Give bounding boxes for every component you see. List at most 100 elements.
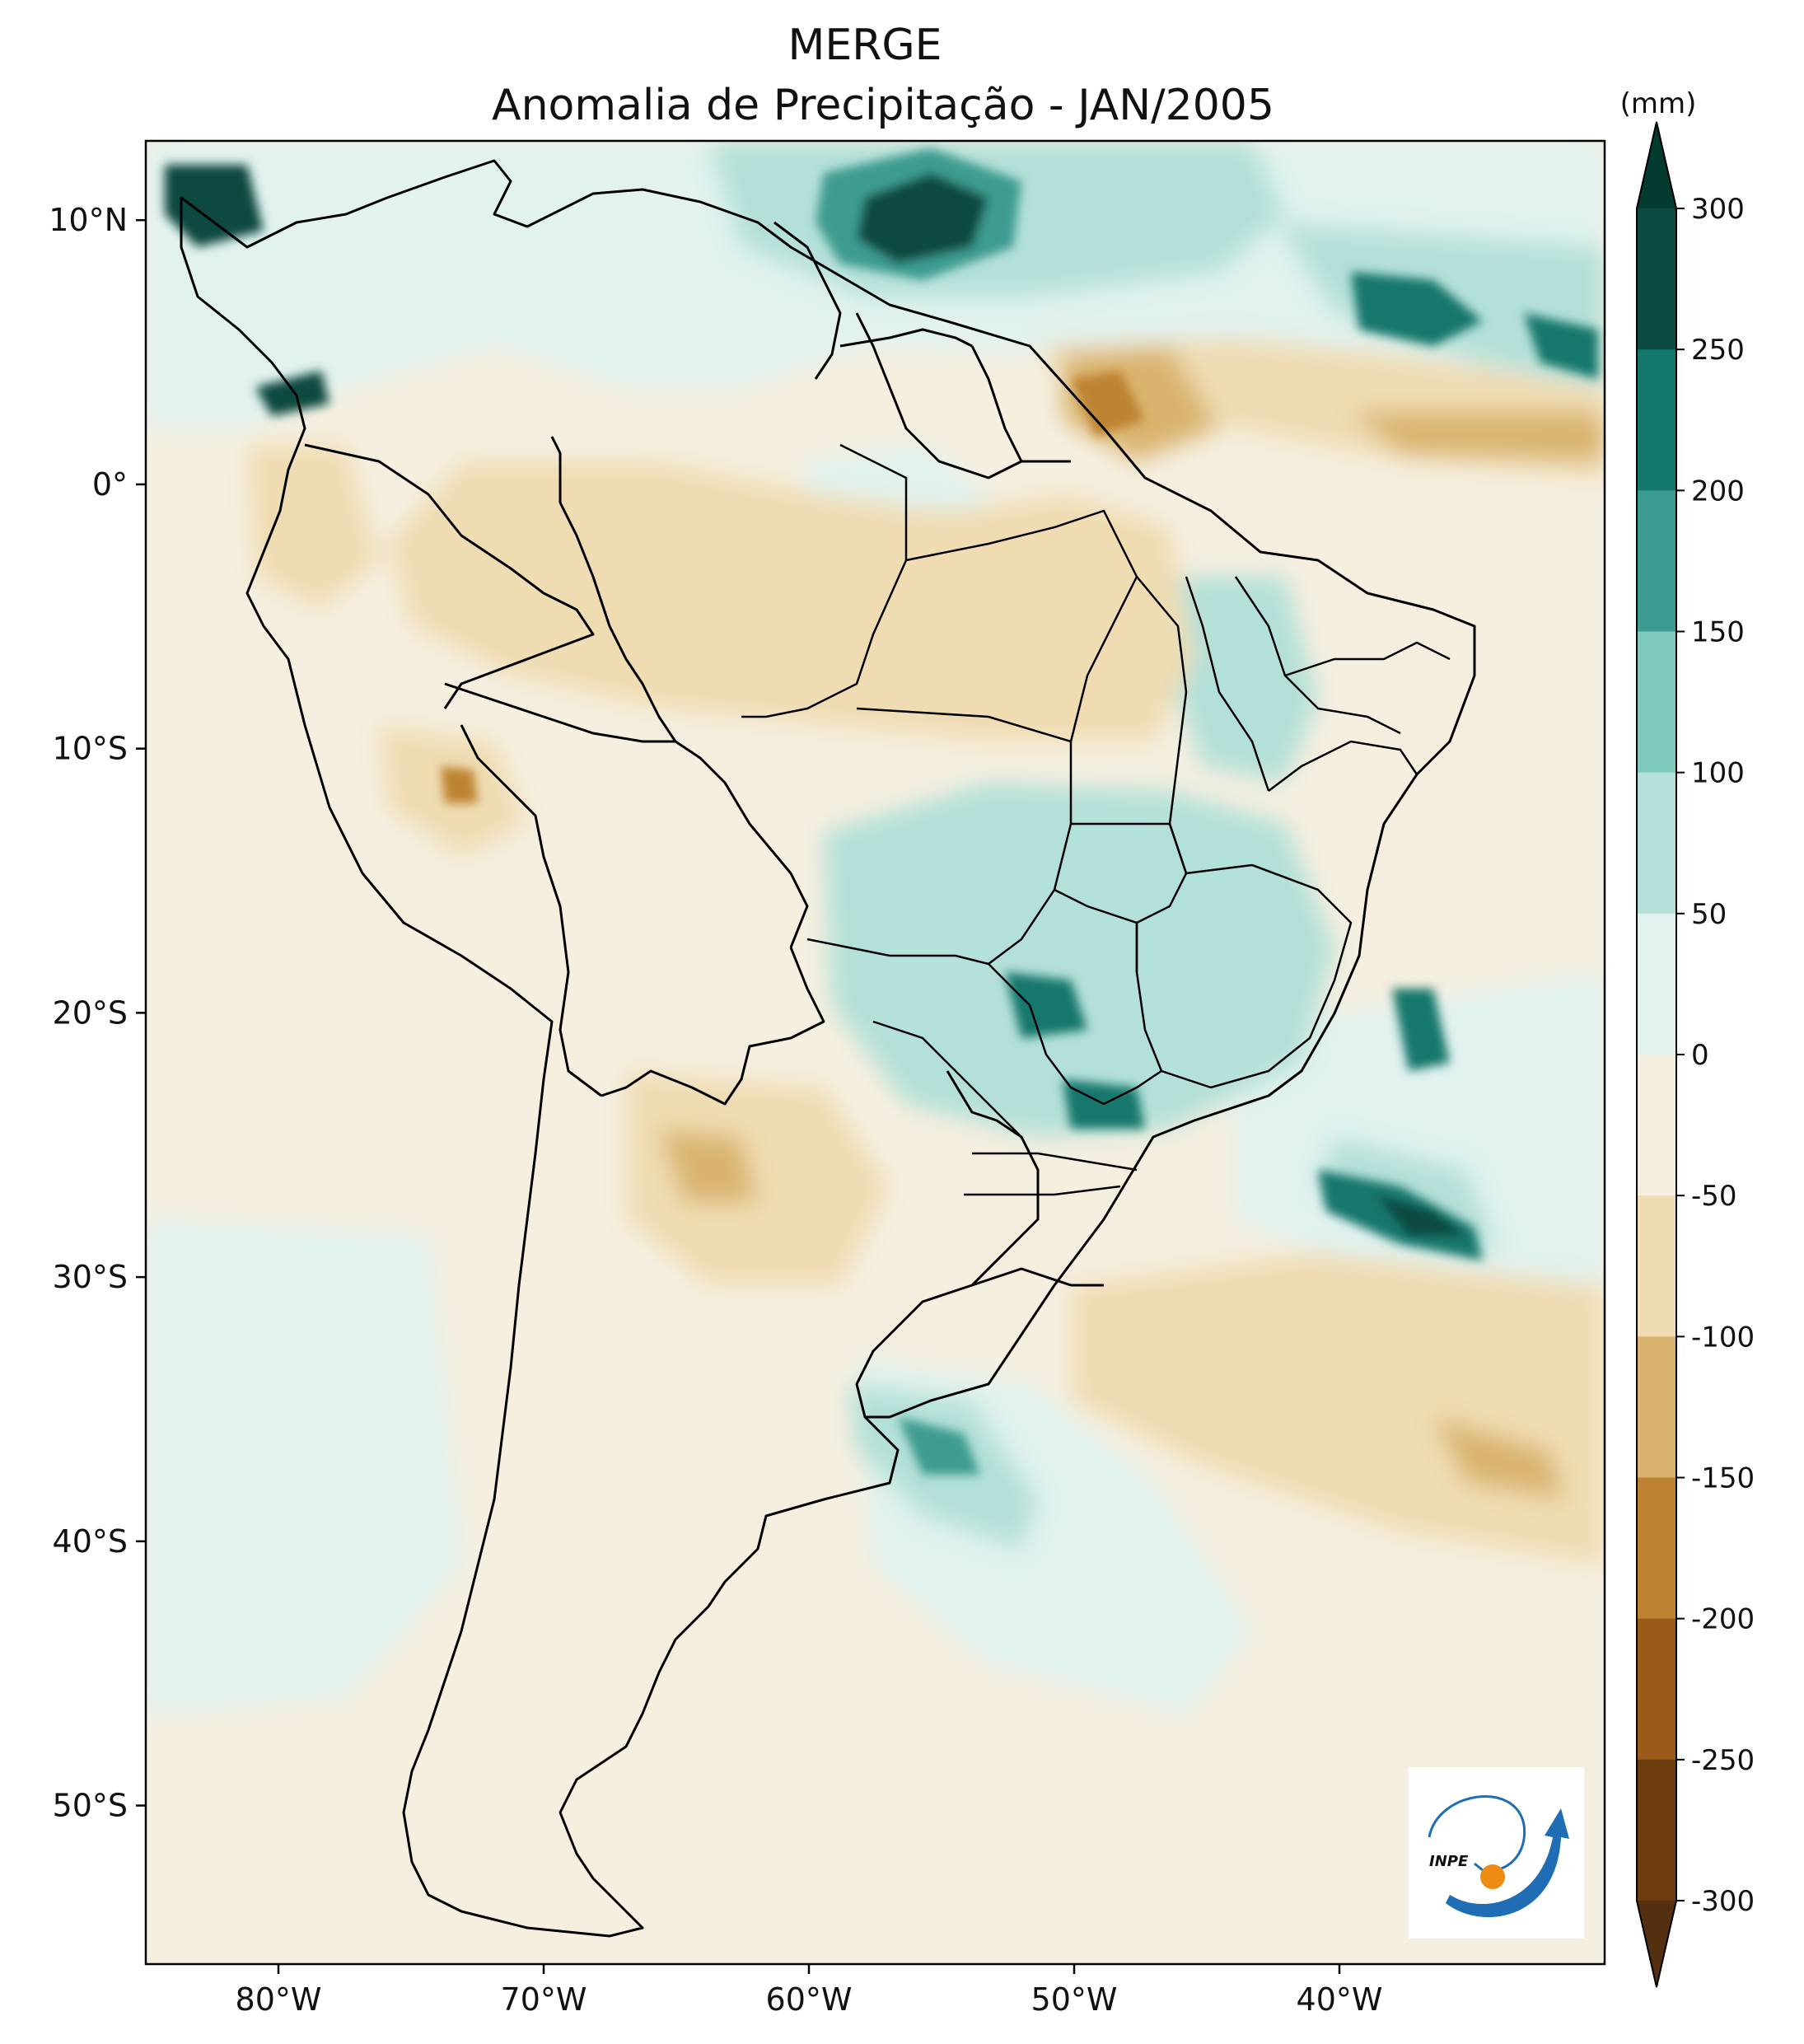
anomaly-extremes	[165, 148, 1598, 1475]
colorbar-tick-label: -50	[1691, 1180, 1737, 1213]
colorbar-segment	[1637, 631, 1676, 774]
border	[972, 1152, 1138, 1172]
anomaly-region	[1376, 1195, 1466, 1236]
colorbar-segment	[1637, 490, 1676, 632]
border	[855, 1267, 1104, 1418]
border	[855, 312, 1071, 479]
border	[1054, 822, 1188, 924]
anomaly-region	[387, 461, 1194, 741]
anomaly-region	[1351, 412, 1605, 461]
latitude-axis: 10°N 0° 10°S 20°S 30°S 40°S 50°S	[49, 202, 146, 1824]
colorbar-tick-label: 0	[1691, 1039, 1709, 1072]
state-borders	[741, 443, 1451, 1196]
border	[741, 443, 908, 718]
figure-title: MERGE	[787, 21, 942, 70]
colorbar-extend-max	[1637, 122, 1676, 208]
colorbar-tick-label: 250	[1691, 334, 1745, 367]
anomaly-region	[626, 1071, 890, 1285]
figure-subtitle: Anomalia de Precipitação - JAN/2005	[492, 81, 1274, 130]
border	[550, 436, 677, 742]
anomaly-region	[247, 445, 379, 610]
colorbar-segment	[1637, 1336, 1676, 1478]
border	[1268, 740, 1418, 792]
colorbar-tick-label: -250	[1691, 1744, 1755, 1777]
lon-tick-label: 60°W	[766, 1981, 853, 2018]
map-panel	[146, 141, 1605, 1964]
logo-sun-icon	[1480, 1864, 1505, 1889]
anomaly-region	[146, 1219, 461, 1714]
lat-tick-label: 40°S	[53, 1523, 128, 1560]
border	[1069, 576, 1138, 742]
colorbar-segment	[1637, 1195, 1676, 1337]
colorbar-extend-min	[1637, 1901, 1676, 1987]
anomaly-region	[1392, 989, 1450, 1071]
border	[444, 682, 675, 743]
colorbar-tick-label: -200	[1691, 1603, 1755, 1636]
border	[1234, 576, 1401, 735]
anomaly-region	[1433, 1417, 1565, 1499]
lat-tick-label: 20°S	[53, 994, 128, 1031]
colorbar-segment	[1637, 772, 1676, 914]
anomaly-region	[1071, 371, 1145, 437]
border	[1135, 863, 1353, 1089]
colorbar: 300 250 200 150 100 50 0 -50 -100 -150 -200 -250 -30…	[1636, 121, 1755, 1988]
lat-tick-label: 0°	[92, 466, 128, 503]
border	[304, 443, 595, 709]
colorbar-segment	[1637, 1477, 1676, 1620]
lat-tick-label: 50°S	[53, 1788, 128, 1824]
colorbar-tick-label: 200	[1691, 475, 1745, 507]
border	[839, 328, 973, 348]
coastlines	[180, 159, 1476, 1938]
anomaly-region	[659, 1129, 758, 1203]
anomaly-region	[1005, 972, 1087, 1038]
colorbar-tick-label: 50	[1691, 898, 1727, 931]
anomaly-region	[165, 165, 264, 247]
border	[970, 345, 1023, 462]
border	[905, 509, 1138, 578]
anomaly-region	[1170, 577, 1318, 783]
anomaly-region	[1524, 313, 1598, 379]
longitude-axis: 80°W 70°W 60°W 50°W 40°W	[236, 1964, 1383, 2018]
colorbar-tick-label: 100	[1691, 757, 1745, 790]
colorbar-tick-label: 300	[1691, 193, 1745, 226]
colorbar-segment	[1637, 1618, 1676, 1761]
lon-tick-label: 80°W	[236, 1981, 322, 2018]
border	[872, 1020, 1022, 1138]
anomaly-region	[441, 766, 478, 803]
border	[773, 221, 842, 380]
border	[460, 724, 602, 1097]
border	[1185, 576, 1270, 792]
border	[1284, 641, 1451, 677]
border	[988, 963, 1162, 1106]
lat-tick-label: 30°S	[53, 1259, 128, 1295]
inpe-logo: INPE	[1409, 1767, 1584, 1939]
anomaly-region	[1351, 272, 1483, 346]
lat-tick-label: 10°N	[49, 202, 128, 238]
anomaly-region	[857, 173, 988, 264]
border	[806, 741, 1073, 966]
colorbar-segment	[1637, 1759, 1676, 1901]
colorbar-segment	[1637, 913, 1676, 1055]
colorbar-tick-label: -300	[1691, 1885, 1755, 1918]
lon-tick-label: 70°W	[501, 1981, 587, 2018]
anomaly-region	[255, 371, 329, 416]
colorbar-tick-label: 150	[1691, 616, 1745, 649]
lon-tick-label: 40°W	[1297, 1981, 1383, 2018]
logo-swoosh-icon	[1428, 1795, 1526, 1873]
map-frame	[144, 139, 1606, 1966]
colorbar-unit-label: (mm)	[1620, 87, 1697, 120]
lat-tick-label: 10°S	[53, 731, 128, 767]
logo-text: INPE	[1429, 1853, 1469, 1870]
border	[675, 740, 809, 948]
colorbar-segment	[1637, 208, 1676, 350]
anomaly-region	[898, 1417, 980, 1475]
south-america-outline	[180, 159, 1476, 1938]
lon-tick-label: 50°W	[1031, 1981, 1118, 2018]
border	[964, 1185, 1121, 1196]
colorbar-segment	[1637, 1055, 1676, 1196]
colorbar-segment	[1637, 349, 1676, 491]
colorbar-tick-label: -100	[1691, 1321, 1755, 1354]
anomaly-region	[1071, 1252, 1605, 1565]
logo-arrow-icon	[1446, 1808, 1569, 1918]
